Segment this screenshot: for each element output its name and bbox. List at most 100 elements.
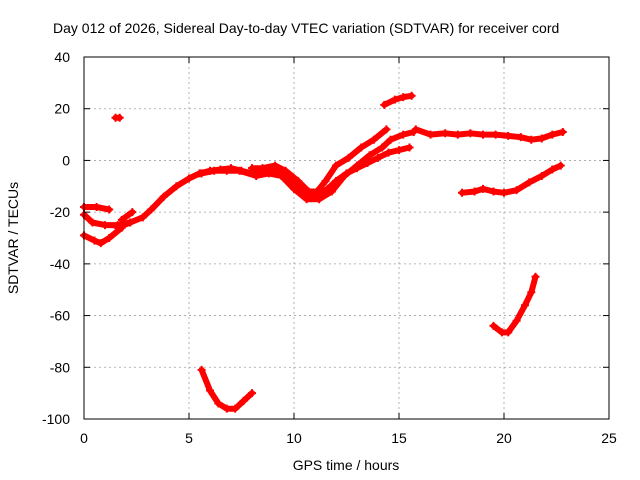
y-tick-label: 0 — [62, 152, 70, 168]
data-point — [90, 236, 99, 245]
y-axis-label: SDTVAR / TECUs — [5, 182, 21, 294]
data-point — [281, 166, 290, 175]
data-point — [395, 146, 403, 155]
data-point — [101, 221, 109, 230]
data-point — [411, 125, 420, 134]
data-point — [353, 161, 361, 170]
grid — [84, 57, 609, 419]
data-point — [537, 171, 546, 180]
data-point — [248, 164, 256, 173]
x-tick-label: 5 — [185, 430, 193, 446]
y-tick-label: -20 — [50, 204, 70, 220]
data-point — [384, 148, 393, 157]
data-point — [458, 188, 466, 197]
data-point — [126, 218, 135, 227]
data-point — [271, 161, 280, 170]
x-tick-label: 20 — [496, 430, 512, 446]
data-point — [369, 135, 378, 144]
y-tick-label: -80 — [50, 359, 70, 375]
data-point — [537, 134, 546, 143]
data-point — [512, 186, 521, 195]
data-point — [382, 125, 391, 134]
data-point — [374, 153, 382, 162]
data-point — [466, 129, 475, 138]
series-arc-l — [459, 162, 564, 196]
data-point — [197, 365, 206, 374]
data-point — [521, 301, 529, 310]
data-point — [304, 187, 313, 196]
data-point — [115, 113, 124, 122]
data-point — [525, 178, 534, 187]
data-point — [426, 130, 435, 139]
chart-title: Day 012 of 2026, Sidereal Day-to-day VTE… — [53, 20, 559, 36]
data-point — [378, 143, 387, 152]
data-point — [340, 171, 349, 180]
data-point — [504, 328, 513, 337]
data-point — [252, 171, 261, 180]
data-point — [214, 399, 223, 408]
data-point — [558, 127, 567, 136]
y-tick-label: 40 — [54, 49, 70, 65]
data-point — [531, 272, 540, 281]
data-point — [500, 188, 508, 197]
y-tick-label: -100 — [42, 411, 70, 427]
data-point — [332, 161, 340, 170]
data-point — [489, 321, 498, 330]
data-point — [357, 143, 366, 152]
axis-ticks: 0 5 10 15 20 25 -100 -80 -60 -40 -20 0 20 40 — [42, 49, 617, 446]
x-tick-label: 0 — [80, 430, 88, 446]
y-tick-label: -60 — [50, 308, 70, 324]
data-point — [197, 169, 206, 178]
data-point — [113, 223, 122, 232]
data-point — [159, 192, 168, 201]
series-arc-m — [490, 273, 539, 336]
data-point — [222, 166, 231, 175]
y-tick-label: 20 — [54, 101, 70, 117]
x-tick-label: 15 — [391, 430, 407, 446]
data-point — [327, 187, 336, 196]
data-point — [210, 166, 219, 175]
data-point — [479, 184, 487, 193]
data-point — [548, 130, 557, 139]
data-point — [277, 171, 286, 180]
data-point — [365, 151, 374, 160]
data-point — [390, 95, 399, 104]
data-point — [512, 316, 521, 325]
data-point — [128, 208, 137, 217]
data-point — [248, 389, 256, 398]
data-point — [405, 143, 414, 152]
data-point — [407, 91, 416, 100]
data-point — [453, 130, 462, 139]
data-point — [105, 205, 114, 214]
data-point — [92, 202, 101, 211]
x-tick-label: 25 — [601, 430, 617, 446]
data-point — [399, 130, 408, 139]
data-point — [380, 100, 389, 109]
x-tick-label: 10 — [286, 430, 302, 446]
data-point — [441, 129, 450, 138]
data-point — [206, 386, 214, 395]
data-point — [313, 187, 322, 196]
data-point — [239, 396, 248, 405]
data-point — [172, 182, 181, 191]
data-point — [527, 288, 536, 297]
x-axis-label: GPS time / hours — [293, 457, 400, 473]
data-point — [294, 177, 303, 186]
data-point — [258, 164, 267, 173]
data-point — [399, 93, 408, 102]
data-point — [235, 166, 244, 175]
data-point — [147, 205, 156, 214]
series-arc-f — [118, 209, 136, 223]
data-point — [105, 234, 114, 242]
data-series — [80, 91, 567, 413]
data-point — [504, 131, 513, 140]
data-point — [479, 130, 487, 139]
plot-frame — [83, 56, 610, 420]
data-point — [491, 130, 500, 139]
data-point — [138, 213, 147, 222]
data-point — [302, 195, 311, 204]
data-point — [315, 195, 324, 204]
data-point — [321, 177, 330, 186]
data-point — [386, 135, 395, 144]
